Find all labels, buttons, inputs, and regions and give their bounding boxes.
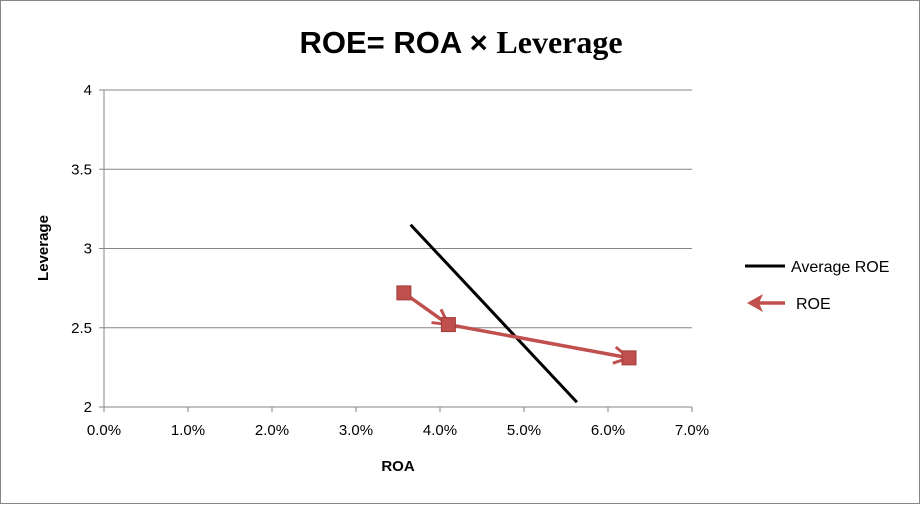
y-tick-label: 2 <box>84 399 92 416</box>
y-tick-label: 2.5 <box>71 320 92 337</box>
y-tick-label: 3 <box>84 241 92 258</box>
x-tick-label: 1.0% <box>171 422 205 439</box>
x-tick-label: 0.0% <box>87 422 121 439</box>
x-tick-label: 5.0% <box>507 422 541 439</box>
y-tick-labels: 2 2.5 3 3.5 4 <box>71 82 92 416</box>
series-roe-point <box>396 285 412 301</box>
chart-title: ROE= ROA × Leverage <box>299 24 622 60</box>
x-tick-label: 6.0% <box>591 422 625 439</box>
gridlines <box>104 89 692 329</box>
y-tick-label: 4 <box>84 82 92 99</box>
series-average-roe-line <box>409 223 579 404</box>
y-axis-label: Leverage <box>35 215 52 281</box>
chart-title-part2: Leverage <box>496 24 622 60</box>
series-roe-point <box>621 350 637 366</box>
x-tick-label: 2.0% <box>255 422 289 439</box>
series-roe-point <box>440 317 456 333</box>
legend-arrow-roe-icon <box>747 294 763 312</box>
axes <box>99 89 693 412</box>
legend: Average ROE ROE <box>745 259 889 313</box>
y-tick-label: 3.5 <box>71 161 92 178</box>
plot-series <box>396 223 637 404</box>
x-axis-label: ROA <box>381 458 415 475</box>
legend-label-average-roe: Average ROE <box>791 259 889 276</box>
x-tick-label: 4.0% <box>423 422 457 439</box>
series-roe-segment <box>448 322 630 360</box>
legend-label-roe: ROE <box>796 296 831 313</box>
x-tick-label: 7.0% <box>675 422 709 439</box>
chart-title-part1: ROE= ROA × <box>299 25 496 60</box>
x-tick-label: 3.0% <box>339 422 373 439</box>
x-tick-labels: 0.0% 1.0% 2.0% 3.0% 4.0% 5.0% 6.0% 7.0% <box>87 422 709 439</box>
